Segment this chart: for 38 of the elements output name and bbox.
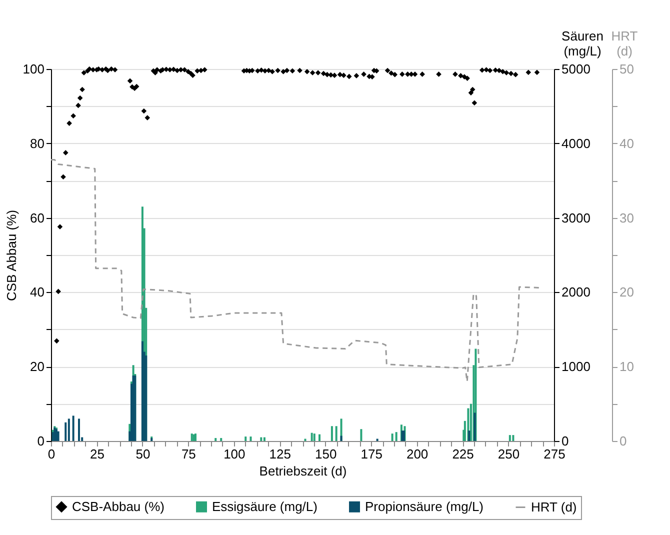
y2-tick-label: 0 — [562, 434, 569, 448]
x-tick-label: 275 — [544, 446, 566, 462]
x-tick-label: 175 — [360, 446, 382, 462]
x-tick-label: 200 — [406, 446, 428, 462]
legend-label: Propionsäure (mg/L) — [365, 498, 484, 514]
y2-tick-label: 3000 — [562, 210, 590, 226]
y3-tick-label: 40 — [620, 136, 634, 151]
y-tick-label: 20 — [30, 359, 44, 374]
y2-axis-title: Säuren (mg/L) — [562, 28, 604, 58]
y3-tick-label: 30 — [620, 210, 634, 226]
x-axis-title: Betriebszeit (d) — [259, 464, 347, 478]
y-tick-label: 0 — [37, 434, 44, 448]
x-tick-label: 25 — [90, 446, 104, 462]
y3-tick-label: 0 — [620, 434, 627, 448]
y2-tick-label: 4000 — [562, 136, 590, 151]
x-tick-label: 75 — [181, 446, 196, 462]
y-tick-label: 100 — [22, 62, 44, 76]
y2-tick-label: 1000 — [562, 359, 590, 374]
y2-tick-label: 2000 — [562, 284, 590, 300]
x-tick-label: 125 — [269, 446, 291, 462]
y-axis-title: CSB Abbau (%) — [4, 210, 19, 302]
x-tick-label: 0 — [48, 446, 56, 462]
x-tick-label: 50 — [136, 446, 150, 462]
x-tick-label: 225 — [452, 446, 474, 462]
legend-label: Essigsäure (mg/L) — [212, 498, 318, 514]
x-tick-label: 250 — [498, 446, 520, 462]
legend-label: HRT (d) — [531, 499, 577, 514]
y-tick-label: 40 — [30, 284, 44, 300]
x-tick-label: 100 — [224, 446, 246, 462]
y3-axis-title: HRT (d) — [611, 28, 638, 58]
y3-tick-label: 10 — [620, 359, 634, 374]
legend-label: CSB-Abbau (%) — [72, 498, 164, 514]
y2-tick-label: 5000 — [562, 62, 590, 76]
x-tick-label: 150 — [315, 446, 337, 462]
y-tick-label: 60 — [30, 210, 44, 226]
y3-tick-label: 20 — [620, 284, 634, 300]
y-tick-label: 80 — [30, 136, 44, 151]
y3-tick-label: 50 — [620, 62, 634, 76]
